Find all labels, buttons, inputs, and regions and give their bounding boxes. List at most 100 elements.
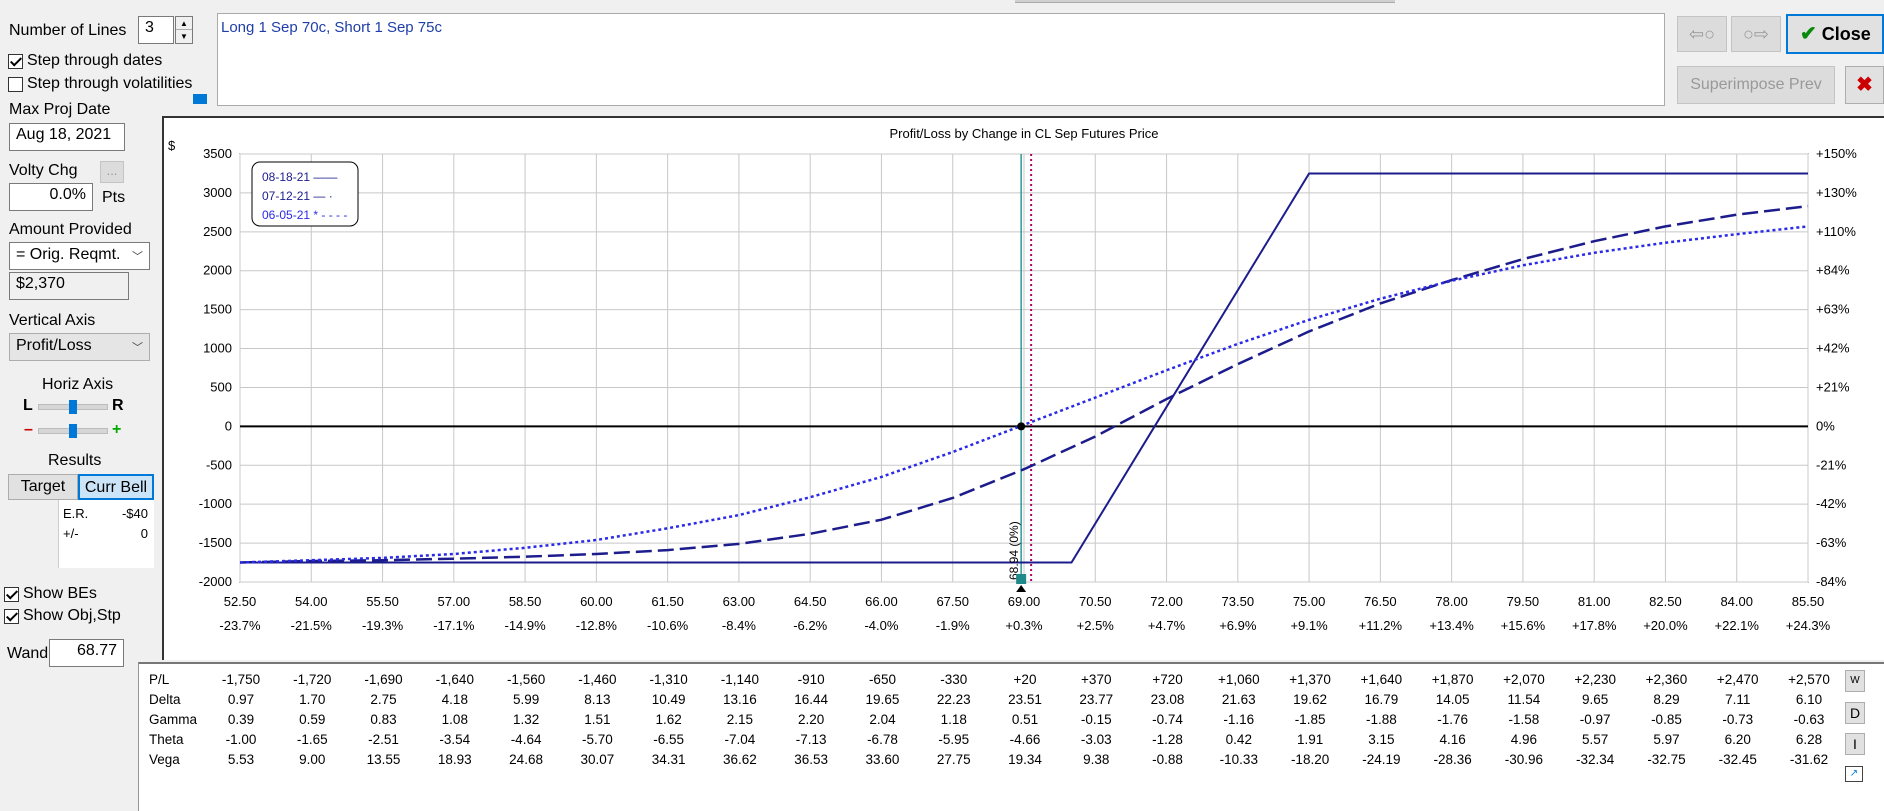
vertical-axis-select[interactable]: Profit/Loss ﹀: [9, 333, 150, 361]
table-row-label: Gamma: [149, 712, 198, 727]
chart-panel[interactable]: Profit/Loss by Change in CL Sep Futures …: [162, 116, 1884, 660]
er-value: -$40: [121, 506, 148, 521]
show-obj-checkbox[interactable]: Show Obj,Stp: [4, 607, 121, 625]
show-obj-check[interactable]: [4, 608, 19, 624]
y-tick-label: 3500: [203, 146, 232, 161]
horiz-plus-label: +: [112, 421, 122, 438]
num-lines-spinner[interactable]: ▲ ▼: [175, 16, 193, 44]
x-pct-tick-label: -4.0%: [864, 618, 898, 633]
table-cell: 5.57: [1582, 732, 1609, 747]
x-tick-label: 76.50: [1364, 594, 1397, 609]
spin-up-icon[interactable]: ▲: [176, 17, 192, 30]
top-scrollbar[interactable]: [1015, 0, 1395, 3]
checkmark-icon: ✔: [1800, 23, 1817, 45]
table-cell: -1.65: [296, 732, 328, 747]
wand-input[interactable]: 68.77: [49, 639, 124, 667]
greeks-table: P/L -1,750 -1,720 -1,690 -1,640 -1,560 -1,460 -…: [138, 662, 1884, 811]
table-cell: 13.16: [723, 692, 757, 707]
table-cell: 1.70: [299, 692, 326, 707]
series-line-07-12-21: [239, 204, 1809, 564]
table-cell: -1.16: [1223, 712, 1255, 727]
tab-target[interactable]: Target: [8, 474, 78, 500]
amount-provided-label: Amount Provided: [9, 221, 132, 238]
volty-chg-label: Volty Chg: [9, 162, 78, 179]
table-row-label: P/L: [149, 672, 170, 687]
table-cell: 18.93: [437, 752, 472, 767]
back-arrow-button[interactable]: ⇦○: [1677, 16, 1727, 52]
tab-curr-bell[interactable]: Curr Bell: [78, 474, 154, 500]
legend-entry: 08-18-21 ——: [262, 170, 337, 184]
table-cell: -2.51: [368, 732, 399, 747]
horiz-minus-label: –: [24, 421, 33, 438]
table-cell: 36.53: [794, 752, 829, 767]
table-cell: 2.15: [726, 712, 754, 727]
table-cell: 0.42: [1225, 732, 1252, 747]
y-tick-label: -1500: [199, 535, 232, 550]
table-cell: +1,370: [1289, 672, 1331, 687]
strategy-description[interactable]: Long 1 Sep 70c, Short 1 Sep 75c: [217, 13, 1665, 106]
x-tick-label: 64.50: [794, 594, 827, 609]
horiz-zoom-thumb[interactable]: [69, 424, 77, 438]
x-pct-tick-label: -14.9%: [504, 618, 546, 633]
step-vols-check[interactable]: [8, 76, 23, 92]
x-pct-tick-label: +6.9%: [1219, 618, 1257, 633]
amount-provided-select[interactable]: = Orig. Reqmt. ﹀: [9, 242, 150, 270]
table-cell: -1,310: [649, 672, 688, 687]
forward-arrow-button[interactable]: ○⇨: [1731, 16, 1781, 52]
table-row-label: Theta: [149, 732, 184, 747]
table-cell: 0.39: [227, 712, 255, 727]
table-cell: 0.59: [299, 712, 326, 727]
close-x-icon: ✖: [1856, 74, 1873, 96]
table-cell: 10.49: [651, 692, 686, 707]
side-i-button[interactable]: I: [1845, 733, 1865, 755]
show-bes-check[interactable]: [4, 586, 19, 602]
table-cell: 30.07: [580, 752, 615, 767]
step-dates-check[interactable]: [8, 53, 23, 69]
table-cell: 1.62: [655, 712, 682, 727]
x-pct-tick-label: +11.2%: [1359, 618, 1403, 633]
table-cell: -910: [797, 672, 825, 687]
side-w-button[interactable]: W: [1845, 670, 1865, 692]
table-cell: -6.78: [867, 732, 898, 747]
export-icon[interactable]: ↗: [1845, 766, 1863, 782]
chevron-down-icon: ﹀: [132, 251, 143, 263]
volty-chg-input[interactable]: 0.0%: [9, 183, 93, 211]
y-tick-label: 3000: [203, 185, 232, 200]
y-tick-label: 2500: [203, 224, 232, 239]
x-tick-label: 84.00: [1720, 594, 1753, 609]
results-label: Results: [48, 452, 102, 469]
x-pct-tick-label: +2.5%: [1077, 618, 1115, 633]
side-d-button[interactable]: D: [1845, 702, 1865, 724]
table-cell: -0.74: [1152, 712, 1183, 727]
slider-marker[interactable]: [193, 94, 207, 104]
table-row: Delta 0.97 1.70 2.75 4.18 5.99 8.13 10.49 13.16 1…: [139, 692, 1839, 712]
close-x-button[interactable]: ✖: [1845, 66, 1884, 104]
x-pct-tick-label: -6.2%: [793, 618, 827, 633]
close-button[interactable]: ✔ Close: [1786, 14, 1884, 54]
table-cell: 4.18: [441, 692, 468, 707]
volty-more-button[interactable]: ...: [100, 161, 124, 183]
x-tick-label: 73.50: [1222, 594, 1255, 609]
x-tick-label: 52.50: [224, 594, 257, 609]
step-dates-checkbox[interactable]: Step through dates: [8, 52, 162, 70]
table-cell: 19.62: [1293, 692, 1327, 707]
table-cell: 19.34: [1008, 752, 1042, 767]
table-cell: 13.55: [366, 752, 401, 767]
table-cell: 5.97: [1653, 732, 1680, 747]
table-cell: -6.55: [653, 732, 685, 747]
x-tick-label: 60.00: [580, 594, 613, 609]
max-proj-date-input[interactable]: Aug 18, 2021: [9, 123, 125, 151]
table-cell: -7.13: [795, 732, 827, 747]
spin-down-icon[interactable]: ▼: [180, 32, 188, 41]
num-lines-input[interactable]: 3: [138, 16, 174, 44]
table-cell: -1,140: [720, 672, 760, 687]
series-line-06-05-21: [239, 225, 1809, 564]
profit-loss-chart[interactable]: Profit/Loss by Change in CL Sep Futures …: [164, 118, 1884, 660]
horiz-lr-thumb[interactable]: [69, 400, 77, 414]
y-tick-label: -2000: [199, 574, 232, 589]
step-vols-checkbox[interactable]: Step through volatilities: [8, 75, 192, 93]
table-cell: 2.20: [798, 712, 825, 727]
superimpose-prev-button[interactable]: Superimpose Prev: [1677, 66, 1835, 104]
show-bes-checkbox[interactable]: Show BEs: [4, 585, 97, 603]
y-tick-label: 1500: [203, 302, 232, 317]
